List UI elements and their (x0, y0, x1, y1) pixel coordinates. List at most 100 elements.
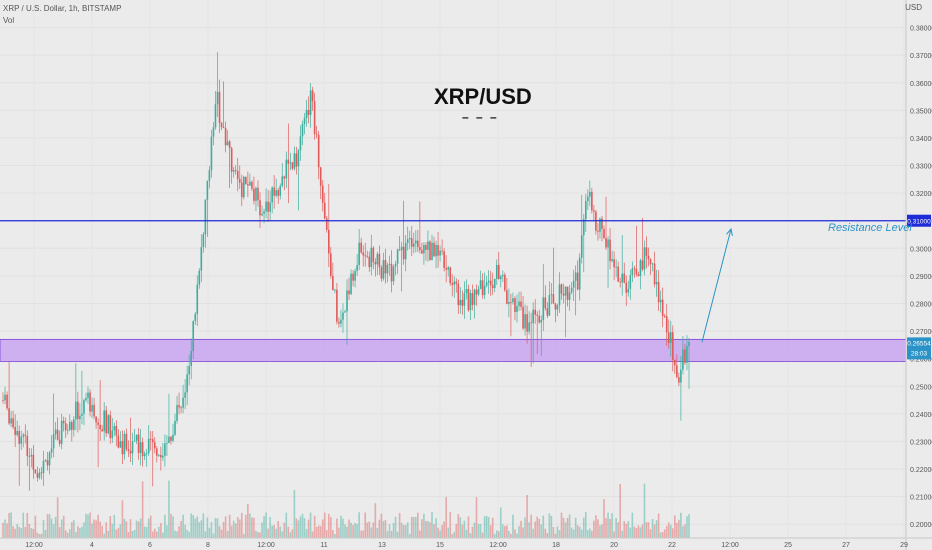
candle (589, 180, 591, 207)
candle-body (103, 410, 105, 432)
volume-bar (495, 530, 498, 538)
volume-bar (287, 526, 290, 538)
candle (238, 165, 241, 189)
volume-bar (44, 529, 47, 538)
candle (245, 176, 247, 185)
candle-body (236, 170, 239, 180)
candle (194, 311, 197, 326)
candle-body (305, 109, 308, 118)
candle (40, 466, 43, 480)
candle (453, 276, 456, 298)
volume-bar (366, 522, 369, 538)
candle-body (423, 245, 425, 254)
candle-body (293, 153, 296, 169)
candle (135, 434, 138, 444)
volume-bar (558, 530, 561, 538)
volume-bar (621, 530, 624, 538)
volume-bar (267, 528, 269, 538)
volume-bar (647, 522, 650, 538)
candle (370, 234, 373, 276)
volume-bar (390, 530, 393, 538)
support-zone-layer (0, 338, 907, 362)
candle (158, 454, 160, 457)
volume-bar (202, 513, 205, 538)
volume-bar (378, 519, 381, 538)
candle-body (87, 392, 89, 399)
candle-body (141, 442, 144, 457)
candle (661, 287, 664, 328)
volume-bar (228, 514, 231, 538)
volume-bar (499, 507, 502, 538)
volume-bar (232, 520, 235, 538)
candle-body (168, 436, 170, 444)
candle-body (160, 454, 162, 458)
candle (68, 414, 71, 432)
candle (299, 125, 302, 161)
candle (338, 317, 340, 328)
volume-bar (36, 532, 39, 538)
candle-body (615, 266, 617, 268)
candle (186, 365, 188, 406)
candle (115, 420, 118, 447)
volume-bar (570, 527, 573, 538)
volume-bar (109, 516, 112, 538)
candle (540, 315, 543, 356)
candle-body (520, 301, 522, 307)
candle-body (433, 242, 435, 257)
volume-bar (218, 526, 221, 538)
candle-body (682, 349, 684, 370)
candle-body (591, 191, 593, 211)
volume-bar (340, 515, 342, 538)
volume-bar (180, 520, 182, 538)
candle (4, 386, 6, 405)
volume-bar (10, 512, 12, 538)
candle (125, 428, 128, 452)
candle (117, 429, 120, 449)
candle-body (354, 271, 356, 281)
volume-bar (358, 512, 360, 538)
volume-bar (305, 529, 308, 538)
candle (554, 303, 557, 323)
candle-body (425, 245, 427, 250)
candle-body (455, 281, 458, 284)
candle (336, 282, 338, 325)
candle-body (447, 267, 449, 270)
candle-body (22, 434, 25, 437)
volume-bar (247, 503, 249, 538)
volume-bar (542, 515, 545, 538)
candle-body (356, 265, 358, 272)
candle-body (186, 374, 188, 393)
candle (611, 250, 613, 263)
candle-body (566, 286, 569, 300)
candle-body (629, 275, 632, 289)
volume-bar (170, 513, 172, 538)
volume-bar (412, 516, 415, 538)
candle (340, 309, 342, 328)
candle (469, 289, 472, 320)
candle-body (461, 299, 464, 306)
volume-bar (469, 533, 472, 538)
volume-bar (309, 512, 312, 538)
candle-body (417, 240, 419, 248)
candle (374, 258, 377, 277)
volume-bar (605, 518, 607, 538)
candle-body (238, 179, 241, 183)
volume-bar (295, 518, 298, 538)
candle-body (202, 234, 205, 248)
candle-body (374, 262, 377, 265)
volume-bar (611, 513, 613, 538)
candle-body (56, 429, 59, 440)
candle-body (113, 426, 116, 431)
candle-body (137, 434, 140, 454)
candle (649, 258, 652, 275)
volume-bar (321, 519, 324, 538)
volume-bar (123, 518, 126, 538)
candle (538, 309, 541, 324)
volume-bar (392, 522, 395, 538)
candle (671, 325, 674, 372)
candle-body (651, 263, 654, 265)
candle-body (153, 442, 156, 449)
